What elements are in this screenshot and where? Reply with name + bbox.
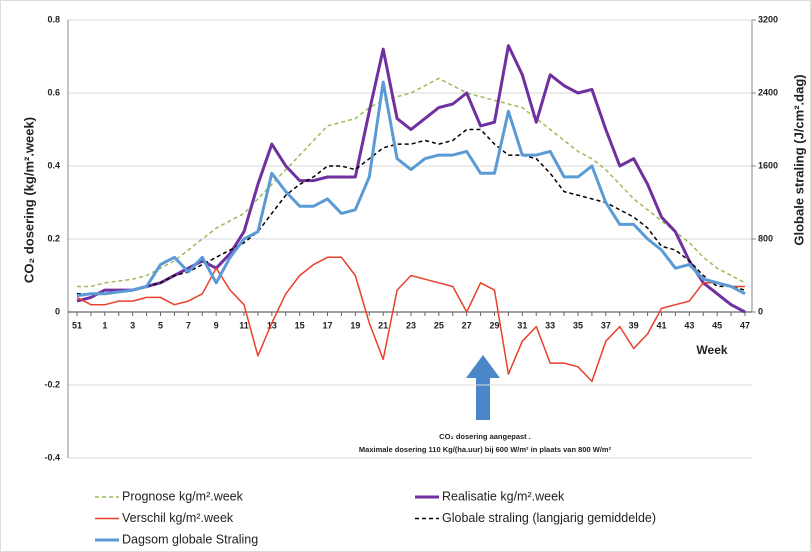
x-tick-label: 5 [158,320,163,330]
y-axis-title: CO₂ dosering (kg/m².week) [21,117,36,283]
legend-label: Verschil kg/m².week [122,511,234,525]
series-line [76,80,746,298]
y-tick-label: 0.2 [47,233,60,243]
x-tick-label: 35 [573,320,583,330]
y-tick-label: -0.4 [44,452,60,462]
x-tick-label: 43 [684,320,694,330]
legend-label: Dagsom globale Straling [122,532,258,546]
x-tick-label: 25 [434,320,444,330]
x-tick-label: 9 [214,320,219,330]
annotation: Maximale dosering 110 Kg/(ha.uur) bij 60… [359,445,612,454]
y2-tick-label: 0 [758,306,763,316]
y-tick-label: -0.2 [44,379,60,389]
x-tick-label: 27 [462,320,472,330]
y2-axis-title: Globale straling (J/cm².dag) [791,74,806,245]
x-tick-label: 45 [712,320,722,330]
x-tick-label: 39 [629,320,639,330]
legend-label: Globale straling (langjarig gemiddelde) [442,511,656,525]
x-tick-label: 33 [545,320,555,330]
x-axis-title: Week [696,343,727,357]
y-tick-label: 0.8 [47,14,60,24]
legend-label: Realisatie kg/m².week [442,489,565,503]
y-tick-label: 0.4 [47,160,60,170]
annotation: CO₂ dosering aangepast . [439,432,531,441]
x-tick-label: 37 [601,320,611,330]
x-tick-label: 31 [517,320,527,330]
y2-tick-label: 1600 [758,160,778,170]
series-line [76,256,745,383]
y-tick-label: 0.6 [47,87,60,97]
x-tick-label: 3 [130,320,135,330]
x-tick-label: 23 [406,320,416,330]
x-tick-label: 19 [350,320,360,330]
series-line [77,77,746,288]
y-tick-label: 0 [55,306,60,316]
x-tick-label: 47 [740,320,750,330]
y2-tick-label: 800 [758,233,773,243]
y2-tick-label: 2400 [758,87,778,97]
x-tick-label: 17 [322,320,332,330]
arrow [466,355,500,420]
x-tick-label: 51 [72,320,82,330]
x-tick-label: 13 [267,320,277,330]
series-line [76,44,746,314]
x-tick-label: 41 [656,320,666,330]
x-tick-label: 21 [378,320,388,330]
y2-tick-label: 3200 [758,14,778,24]
legend-label: Prognose kg/m².week [122,489,244,503]
x-tick-label: 7 [186,320,191,330]
x-tick-label: 15 [295,320,305,330]
x-tick-label: 11 [239,320,249,330]
x-tick-label: 1 [102,320,107,330]
x-tick-label: 29 [489,320,499,330]
